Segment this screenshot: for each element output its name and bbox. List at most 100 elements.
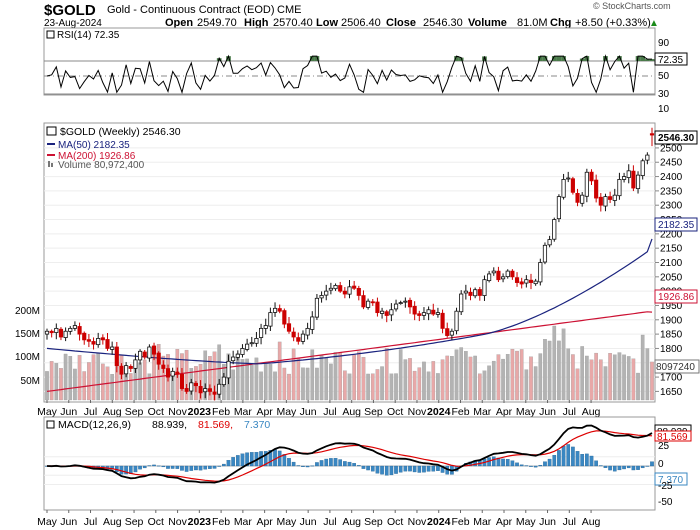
ma200-price-label: 1926.86 xyxy=(658,292,695,303)
x-axis-label: Jul xyxy=(84,516,97,528)
x-axis-label: Nov xyxy=(408,406,427,418)
volume-bar xyxy=(231,369,235,401)
rsi-tick: 90 xyxy=(658,38,670,49)
x-axis-label: Oct xyxy=(148,516,164,528)
candle-body xyxy=(170,370,175,377)
candle-body xyxy=(286,323,292,332)
candle-body xyxy=(193,382,198,387)
macd-hist-bar xyxy=(343,461,347,467)
macd-hist-bar xyxy=(380,465,384,475)
macd-hist-bar xyxy=(356,465,361,467)
candle-body xyxy=(86,339,91,342)
volume-bar xyxy=(417,367,422,401)
macd-hist-bar xyxy=(180,465,184,471)
macd-hist-bar xyxy=(222,463,226,467)
candle-body xyxy=(501,276,506,280)
hist-value-label: 7.370 xyxy=(658,475,683,486)
candle-body xyxy=(505,270,510,278)
rsi-legend-text: RSI(14) 72.35 xyxy=(57,30,120,41)
candle-body xyxy=(403,300,408,303)
macd-hist-bar xyxy=(431,465,436,472)
watermark: © StockCharts.com xyxy=(593,1,671,11)
volume-bar xyxy=(626,356,631,401)
volume-bar xyxy=(315,367,319,401)
candle-body xyxy=(594,179,599,199)
candle-body xyxy=(468,291,473,296)
candle-body xyxy=(142,351,147,358)
macd-hist-bar xyxy=(538,464,543,467)
x-axis-label: Sep xyxy=(125,406,144,418)
volume-bar xyxy=(510,348,515,401)
x-axis-bottom: May Jun Jul Aug Sep Oct Nov 2023 Feb Mar Apr May Jun… xyxy=(37,510,601,528)
x-axis-label: Aug xyxy=(582,406,601,418)
price-tick-label: 2300 xyxy=(660,201,683,212)
macd-hist-bar xyxy=(124,465,128,475)
candle-body xyxy=(263,325,268,329)
volume-bar xyxy=(352,354,356,401)
candle-body xyxy=(570,178,575,193)
volume-bar xyxy=(571,354,575,401)
volume-bar xyxy=(477,373,482,401)
signal-value-label: 81.569 xyxy=(657,432,688,443)
candle-body xyxy=(77,326,82,335)
candle-body xyxy=(380,310,385,314)
x-axis-label: Mar xyxy=(473,406,492,418)
macd-hist-bar xyxy=(329,458,333,467)
candle-body xyxy=(198,386,203,394)
x-axis-label: Feb xyxy=(451,516,469,528)
candle-body xyxy=(147,346,152,359)
candle-body xyxy=(352,285,357,289)
candle-body xyxy=(361,295,366,308)
candle-body xyxy=(212,391,217,395)
macd-hist-bar xyxy=(305,465,310,468)
volume-bar xyxy=(524,369,529,401)
volume-bar xyxy=(501,358,505,401)
volume-bar xyxy=(217,344,222,401)
volume-bar xyxy=(366,373,370,401)
candle-body xyxy=(175,371,180,375)
price-legend-icon xyxy=(46,126,57,136)
macd-hist-bar xyxy=(315,462,319,467)
macd-hist-bar xyxy=(277,450,282,467)
rsi-tick: 30 xyxy=(658,89,670,100)
macd-hist-bar xyxy=(268,450,273,467)
macd-hist-bar xyxy=(547,458,552,467)
macd-hist-bar xyxy=(515,462,519,467)
candle-body xyxy=(491,270,496,274)
candle-body xyxy=(556,196,561,220)
macd-hist-bar xyxy=(156,465,161,467)
macd-hist-bar xyxy=(422,465,426,473)
candle-body xyxy=(617,179,622,197)
candle-body xyxy=(612,194,617,201)
x-axis-label: Oct xyxy=(148,406,164,418)
candle-body xyxy=(347,286,352,295)
macd-legend-swatch xyxy=(46,420,55,429)
candle-body xyxy=(524,279,529,284)
candle-body xyxy=(68,327,73,332)
x-axis-label: Feb xyxy=(212,516,230,528)
volume-last-label: 8097240 xyxy=(656,362,695,373)
price-tick-label: 1900 xyxy=(660,315,683,326)
macd-hist-bar xyxy=(412,465,417,473)
candle-body xyxy=(151,345,157,355)
high-label: High xyxy=(244,17,269,29)
volume-bar xyxy=(361,357,366,401)
macd-hist-bar xyxy=(212,465,217,469)
candle-body xyxy=(319,295,324,299)
candle-body xyxy=(105,339,110,349)
volume-bar xyxy=(533,366,538,401)
candle-body xyxy=(482,279,487,296)
ma200-line xyxy=(46,311,653,392)
close-label: Close xyxy=(386,17,416,29)
volume-axis: 200M 150M 100M 50M xyxy=(15,306,40,387)
volume-bar xyxy=(422,361,426,401)
volume-bar xyxy=(543,339,547,401)
volume-bar xyxy=(384,348,389,401)
x-axis-label: 2023 xyxy=(188,406,212,418)
macd-hist-bar xyxy=(594,460,598,467)
price-legend: $GOLD (Weekly) 2546.30 MA(50) 2182.35 MA… xyxy=(46,126,181,171)
macd-hist-bar xyxy=(575,451,580,467)
x-axis-label: Aug xyxy=(103,406,122,418)
volume-bar xyxy=(645,348,650,401)
candle-body xyxy=(184,388,189,392)
